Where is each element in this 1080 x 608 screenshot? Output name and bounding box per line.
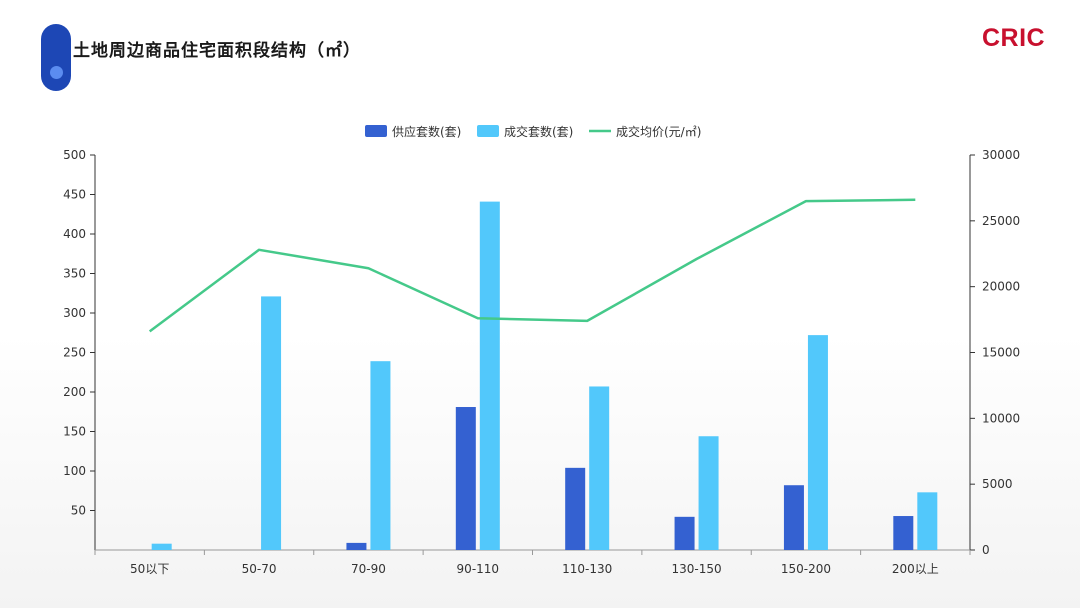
y-right-tick-label: 15000 (982, 346, 1020, 360)
legend-supply-swatch (365, 125, 387, 137)
legend-price-label: 成交均价(元/㎡) (616, 124, 701, 139)
y-right-tick-label: 25000 (982, 214, 1020, 228)
y-right-tick-label: 10000 (982, 411, 1020, 425)
x-tick-label: 200以上 (892, 562, 939, 576)
supply-bar (674, 516, 695, 550)
y-right-tick-label: 30000 (982, 148, 1020, 162)
cric-logo: CRIC (982, 24, 1046, 52)
y-right-tick-label: 5000 (982, 477, 1013, 491)
x-tick-label: 110-130 (562, 562, 612, 576)
y-left-tick-label: 300 (63, 306, 86, 320)
y-left-tick-label: 200 (63, 385, 86, 399)
sold-bar (698, 436, 719, 550)
supply-bar (893, 516, 914, 550)
supply-bar (783, 485, 804, 550)
title-badge (41, 24, 71, 91)
page-title: 土地周边商品住宅面积段结构（㎡） (73, 41, 361, 61)
supply-bar (455, 407, 476, 550)
x-tick-label: 50以下 (130, 562, 169, 576)
sold-bar (370, 361, 391, 550)
x-tick-label: 70-90 (351, 562, 386, 576)
sold-bar (261, 296, 282, 550)
y-left-tick-label: 450 (63, 188, 86, 202)
legend-supply-label: 供应套数(套) (392, 124, 461, 139)
supply-bar (346, 542, 367, 550)
price-line (148, 198, 916, 333)
y-left-tick-label: 350 (63, 267, 86, 281)
y-left-tick-label: 100 (63, 464, 86, 478)
legend-sold-swatch (477, 125, 499, 137)
x-tick-label: 130-150 (671, 562, 721, 576)
y-left-tick-label: 400 (63, 227, 86, 241)
y-left-tick-label: 250 (63, 346, 86, 360)
x-tick-label: 50-70 (242, 562, 277, 576)
y-left-tick-label: 500 (63, 148, 86, 162)
legend-sold-label: 成交套数(套) (504, 124, 573, 139)
sold-bar (917, 492, 938, 550)
sold-bar (479, 201, 500, 551)
y-left-tick-label: 50 (71, 504, 86, 518)
x-tick-label: 90-110 (457, 562, 500, 576)
supply-bar (565, 467, 586, 550)
x-tick-label: 150-200 (781, 562, 831, 576)
y-right-tick-label: 0 (982, 543, 990, 557)
sold-bar (807, 335, 828, 550)
title-badge-dot (50, 66, 63, 79)
sold-bar (151, 543, 172, 550)
sold-bar (589, 386, 610, 550)
y-right-tick-label: 20000 (982, 280, 1020, 294)
y-left-tick-label: 150 (63, 425, 86, 439)
